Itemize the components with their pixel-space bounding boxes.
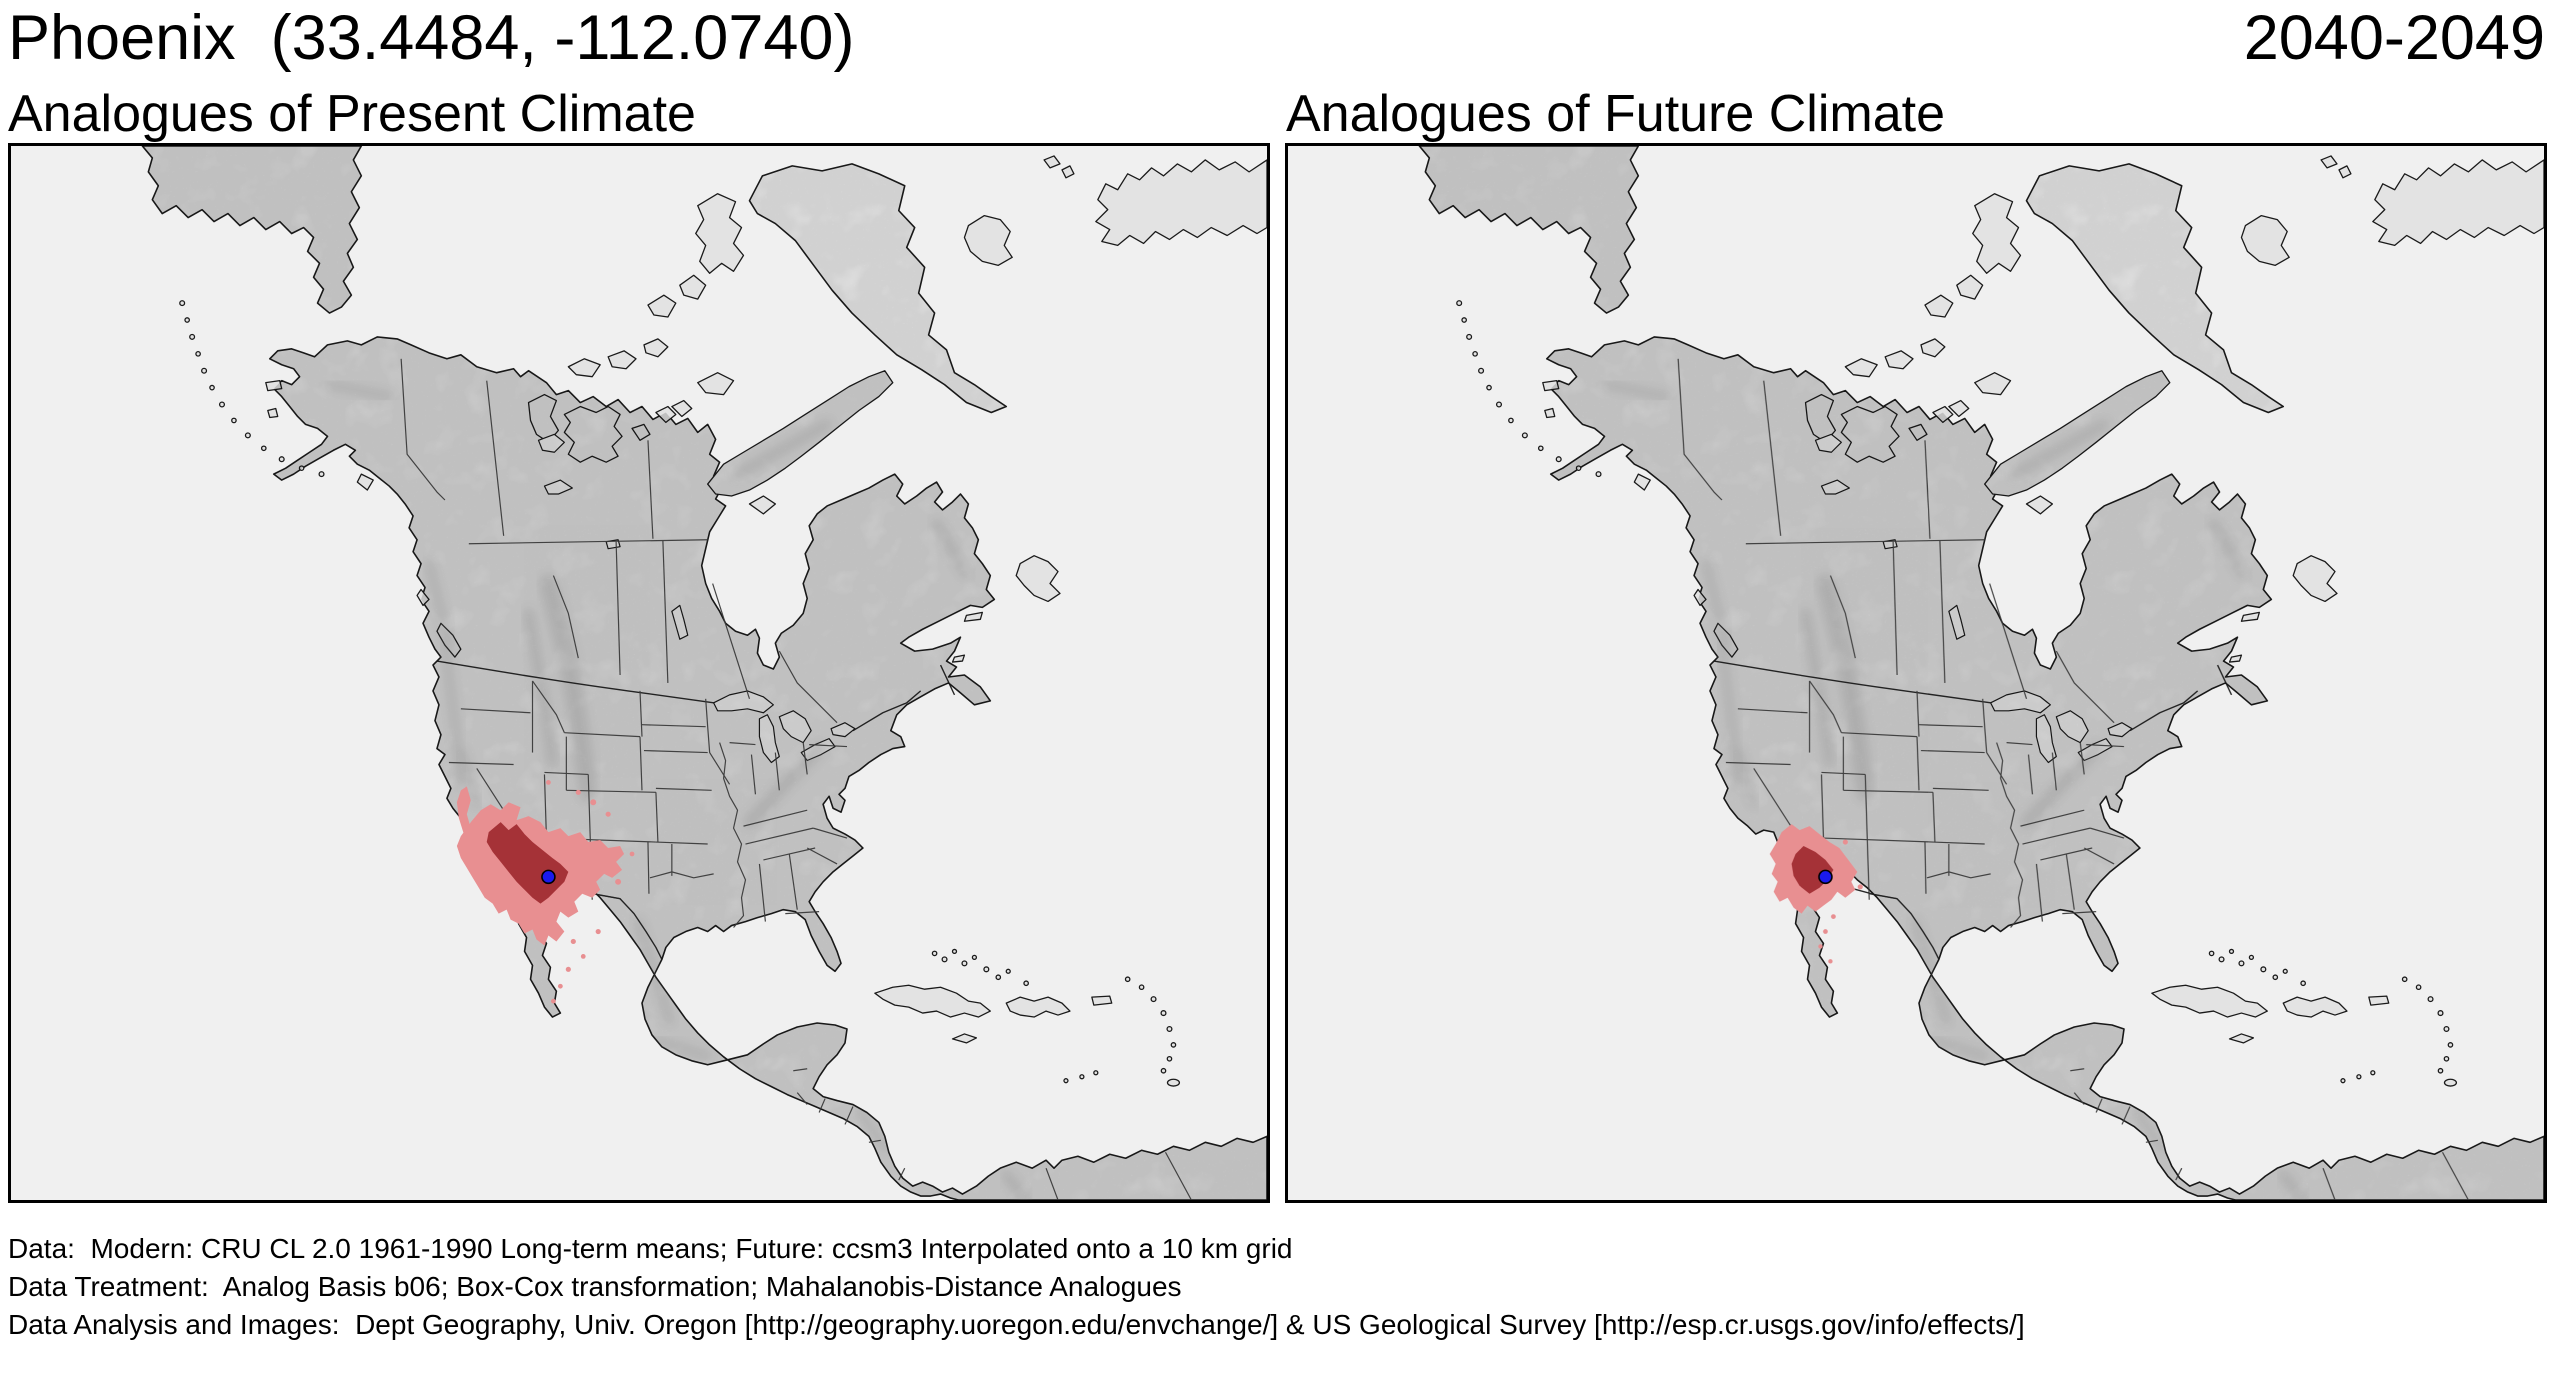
footer-treatment-line: Data Treatment: Analog Basis b06; Box-Co… xyxy=(8,1271,1182,1302)
panel-title-present: Analogues of Present Climate xyxy=(8,85,696,143)
map-future-svg xyxy=(1288,146,2544,1200)
map-present xyxy=(8,143,1270,1203)
footer-data-line: Data: Modern: CRU CL 2.0 1961-1990 Long-… xyxy=(8,1233,1293,1264)
period-label: 2040-2049 xyxy=(2243,3,2545,73)
map-future xyxy=(1285,143,2547,1203)
map-present-svg xyxy=(11,146,1267,1200)
location-title: Phoenix (33.4484, -112.0740) xyxy=(8,3,855,73)
panel-title-future: Analogues of Future Climate xyxy=(1286,85,1946,143)
footer-credits-line: Data Analysis and Images: Dept Geography… xyxy=(8,1309,2025,1340)
